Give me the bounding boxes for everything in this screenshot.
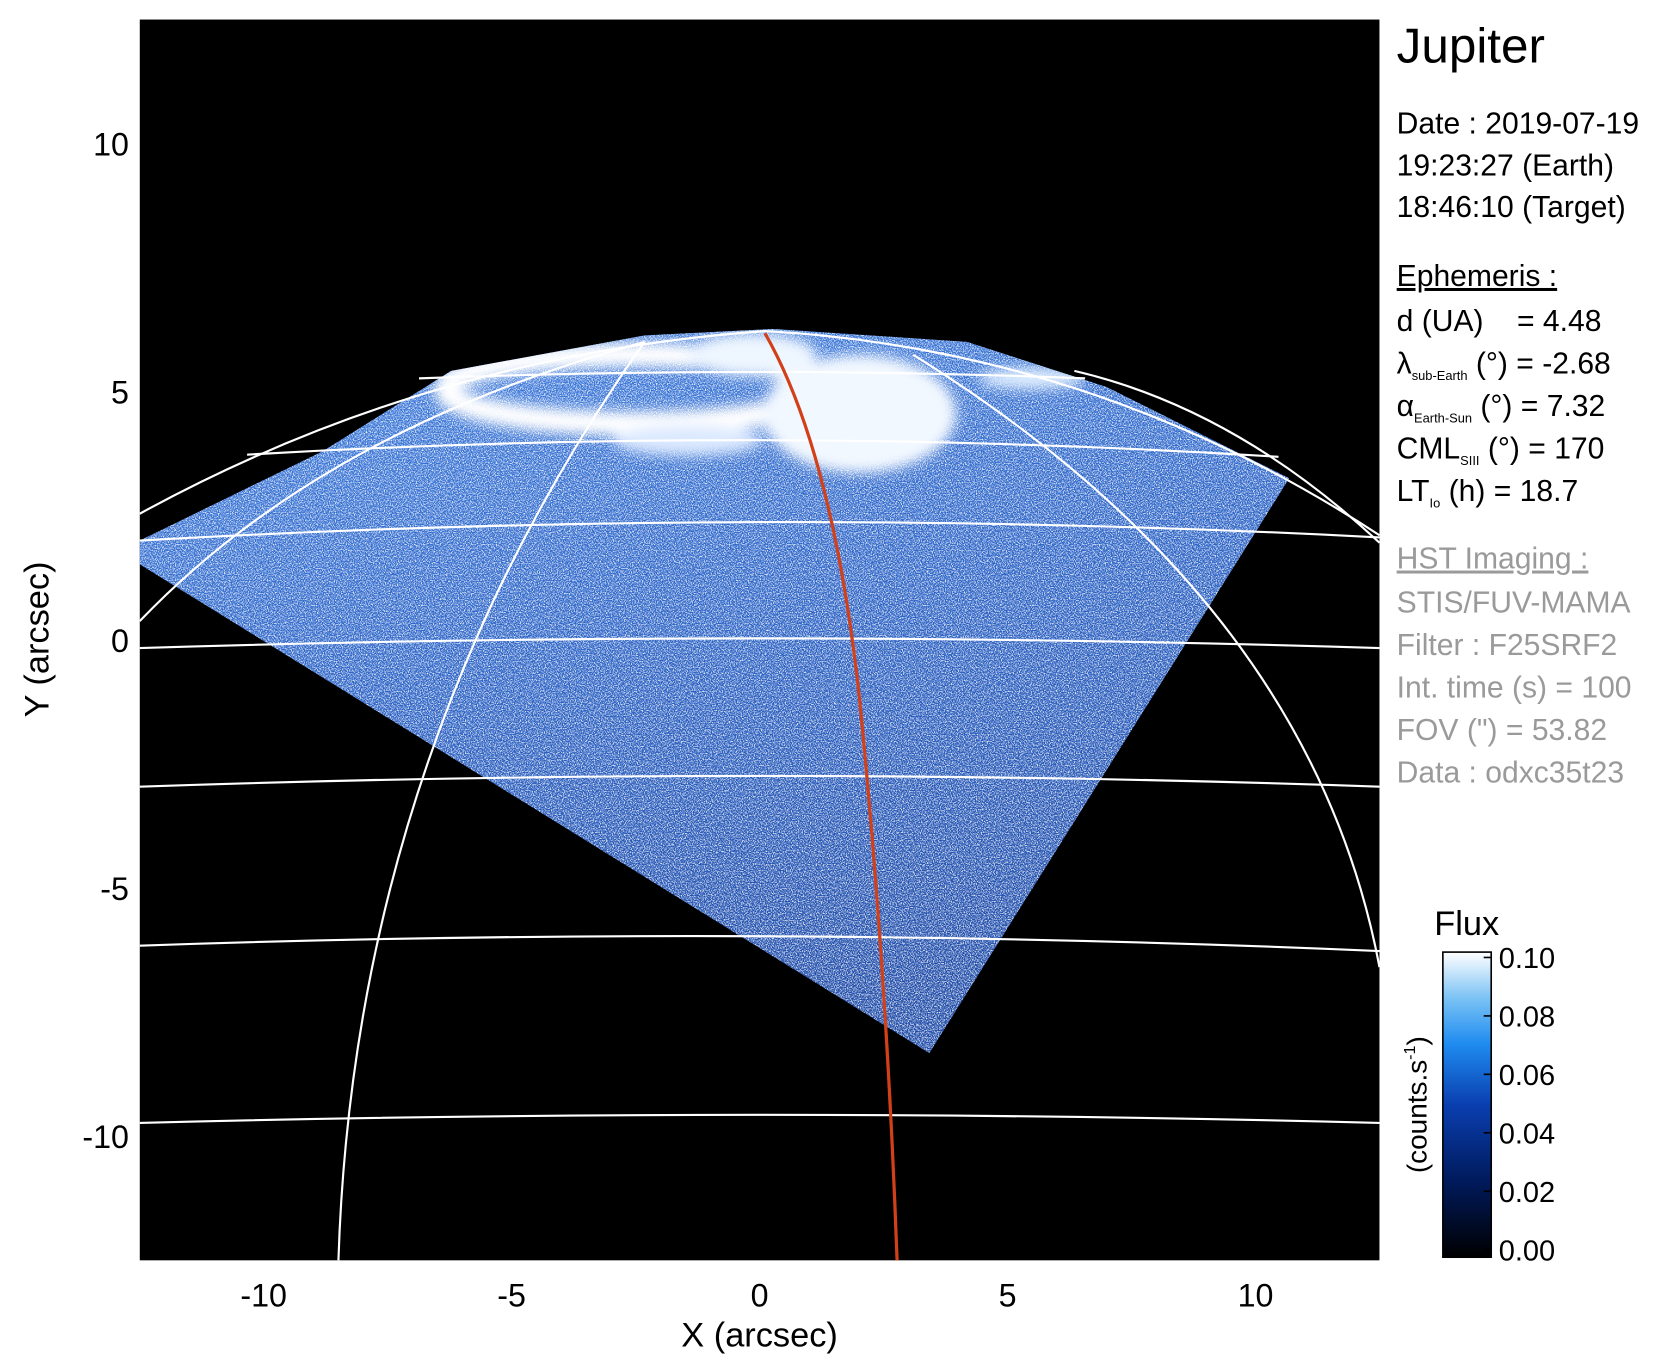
ephemeris-line: αEarth-Sun (°) = 7.32 [1397, 390, 1606, 425]
imaging-line: Filter : F25SRF2 [1397, 629, 1618, 662]
x-tick-label: 5 [999, 1278, 1017, 1314]
ephemeris-line: λsub-Earth (°) = -2.68 [1397, 348, 1611, 383]
ephemeris-symbol: LT [1397, 475, 1430, 508]
colorbar [1442, 951, 1493, 1259]
ephemeris-subscript: Io [1430, 495, 1441, 510]
ephemeris-text: (h) = 18.7 [1440, 475, 1578, 508]
colorbar-tick-label: 0.00 [1499, 1235, 1555, 1267]
colorbar-tick-label: 0.08 [1499, 1002, 1555, 1034]
y-tick-label: -10 [82, 1119, 129, 1155]
colorbar-label-suffix: ) [1402, 1036, 1433, 1045]
colorbar-label: (counts.s-1) [1401, 1036, 1433, 1173]
ephemeris-line: CMLSIII (°) = 170 [1397, 432, 1605, 467]
colorbar-tick-label: 0.10 [1499, 943, 1555, 975]
lat-lon-grid [139, 330, 1380, 1261]
colorbar-label-text: (counts.s [1402, 1060, 1433, 1173]
colorbar-label-sup: -1 [1401, 1045, 1419, 1059]
plot-image [139, 19, 1380, 1261]
aurora [434, 333, 1086, 473]
ephemeris-symbol: α [1397, 390, 1414, 423]
y-tick-label: 5 [111, 375, 129, 411]
ephemeris-symbol: λ [1397, 348, 1412, 381]
ephemeris-line: LTIo (h) = 18.7 [1397, 475, 1579, 510]
imaging-title: HST Imaging : [1397, 543, 1589, 576]
ephemeris-text: (°) = -2.68 [1468, 348, 1611, 381]
ephemeris-text: d (UA) = 4.48 [1397, 305, 1602, 338]
imaging-line: STIS/FUV-MAMA [1397, 587, 1631, 620]
chart-title: Jupiter [1397, 19, 1545, 74]
y-axis-label: Y (arcsec) [18, 561, 56, 717]
colorbar-tick-label: 0.06 [1499, 1060, 1555, 1092]
y-tick-label: -5 [100, 871, 129, 907]
ephemeris-title: Ephemeris : [1397, 260, 1557, 293]
date-line: 18:46:10 (Target) [1397, 191, 1626, 224]
info-panel: Date : 2019-07-19 19:23:27 (Earth) 18:46:1… [1397, 107, 1639, 789]
imaging-line: FOV (") = 53.82 [1397, 714, 1607, 747]
ephemeris-text: (°) = 170 [1480, 432, 1605, 465]
imaging-line: Int. time (s) = 100 [1397, 671, 1632, 704]
y-tick-label: 0 [111, 623, 129, 659]
imaging-line: Data : odxc35t23 [1397, 756, 1624, 789]
colorbar-title: Flux [1434, 905, 1499, 943]
x-tick-label: -5 [497, 1278, 526, 1314]
colorbar-tick-label: 0.04 [1499, 1119, 1555, 1151]
ephemeris-line: d (UA) = 4.48 [1397, 305, 1602, 338]
x-tick-label: 0 [751, 1278, 769, 1314]
central-meridian [763, 332, 899, 1261]
ephemeris-subscript: SIII [1460, 453, 1479, 468]
ephemeris-text: (°) = 7.32 [1472, 390, 1605, 423]
date-line: 19:23:27 (Earth) [1397, 149, 1614, 182]
ephemeris-symbol: CML [1397, 432, 1461, 465]
colorbar-tick-label: 0.02 [1499, 1177, 1555, 1209]
x-tick-label: -10 [240, 1278, 287, 1314]
ephemeris-subscript: Earth-Sun [1414, 410, 1472, 425]
x-tick-label: 10 [1238, 1278, 1274, 1314]
y-tick-label: 10 [93, 126, 129, 162]
x-axis-label: X (arcsec) [681, 1316, 838, 1354]
date-line: Date : 2019-07-19 [1397, 107, 1639, 140]
ephemeris-subscript: sub-Earth [1412, 368, 1468, 383]
